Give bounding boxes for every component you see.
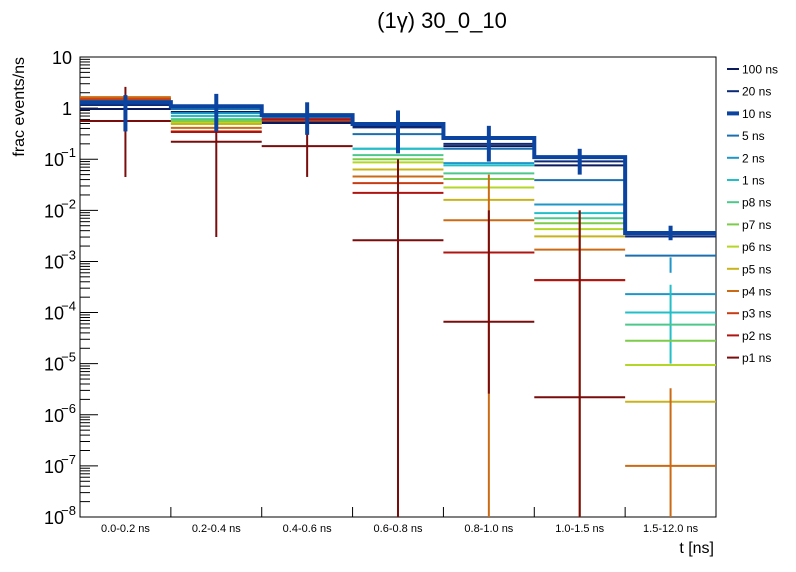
y-tick-exponent: −2	[61, 196, 76, 211]
legend-label: p6 ns	[742, 240, 771, 254]
plot-area: 10110−110−210−310−410−510−610−710−80.0-0…	[44, 48, 717, 535]
legend-label: 100 ns	[742, 63, 778, 77]
y-tick-label: 10	[44, 508, 64, 528]
series-p2-ns	[80, 101, 626, 282]
x-tick-label: 0.0-0.2 ns	[101, 523, 150, 535]
y-tick-exponent: −4	[61, 299, 76, 314]
legend-label: 20 ns	[742, 85, 771, 99]
legend-label: 1 ns	[742, 174, 765, 188]
x-tick-label: 0.4-0.6 ns	[283, 523, 332, 535]
x-tick-label: 0.2-0.4 ns	[192, 523, 241, 535]
y-tick-exponent: −3	[61, 247, 76, 262]
legend: 100 ns 20 ns 10 ns 5 ns 2 ns 1 ns p8 ns p7 ns p6…	[727, 63, 778, 365]
legend-label: p4 ns	[742, 285, 771, 299]
y-tick-label: 10	[44, 150, 64, 170]
y-tick-label: 10	[52, 48, 72, 68]
legend-label: 2 ns	[742, 151, 765, 165]
legend-label: p3 ns	[742, 307, 771, 321]
y-tick-label: 10	[44, 406, 64, 426]
x-axis-label: t [ns]	[679, 540, 714, 557]
x-tick-label: 0.8-1.0 ns	[464, 523, 513, 535]
y-tick-exponent: −1	[61, 145, 76, 160]
x-tick-label: 1.5-12.0 ns	[643, 523, 699, 535]
legend-label: 10 ns	[742, 107, 771, 121]
x-tick-label: 1.0-1.5 ns	[555, 523, 604, 535]
y-tick-label: 10	[44, 457, 64, 477]
legend-label: p1 ns	[742, 351, 771, 365]
chart-title: (1γ) 30_0_10	[377, 8, 507, 33]
y-tick-exponent: −6	[61, 401, 76, 416]
legend-label: p7 ns	[742, 218, 771, 232]
legend-label: p2 ns	[742, 329, 771, 343]
y-tick-label: 10	[44, 201, 64, 221]
y-tick-label: 10	[44, 355, 64, 375]
y-tick-exponent: −7	[61, 452, 76, 467]
legend-label: p8 ns	[742, 196, 771, 210]
y-tick-exponent: −8	[61, 503, 76, 518]
y-tick-exponent: −5	[61, 350, 76, 365]
legend-label: p5 ns	[742, 262, 771, 276]
y-tick-label: 10	[44, 252, 64, 272]
y-axis-label: frac events/ns	[11, 57, 28, 157]
y-tick-label: 1	[62, 99, 72, 119]
x-tick-label: 0.6-0.8 ns	[374, 523, 423, 535]
legend-label: 5 ns	[742, 129, 765, 143]
y-tick-label: 10	[44, 304, 64, 324]
